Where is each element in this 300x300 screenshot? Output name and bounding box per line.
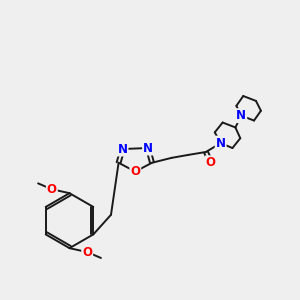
Text: O: O bbox=[82, 246, 92, 259]
Text: N: N bbox=[143, 142, 153, 154]
Text: O: O bbox=[47, 183, 57, 196]
Text: O: O bbox=[130, 165, 140, 178]
Text: N: N bbox=[236, 109, 246, 122]
Text: N: N bbox=[216, 136, 226, 150]
Text: N: N bbox=[118, 142, 128, 155]
Text: O: O bbox=[206, 156, 216, 169]
